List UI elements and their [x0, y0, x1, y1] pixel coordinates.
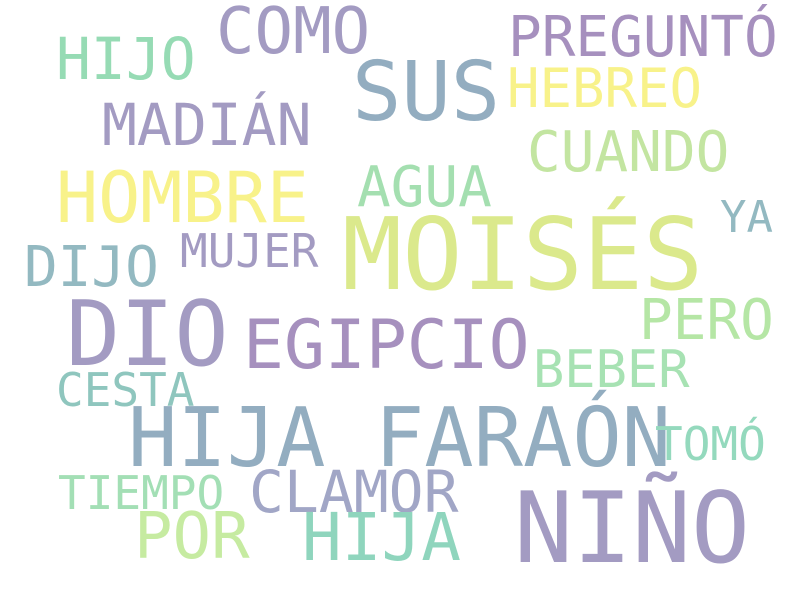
- word-como: COMO: [216, 0, 371, 69]
- word-hijo: HIJO: [56, 25, 196, 93]
- word-cesta: CESTA: [56, 363, 195, 417]
- word-dijo: DIJO: [24, 235, 159, 300]
- word-beber: BEBER: [533, 340, 690, 400]
- word-mujer: MUJER: [180, 224, 319, 278]
- word-egipcio: EGIPCIO: [243, 306, 530, 385]
- word-nino: NIÑO: [514, 472, 751, 586]
- word-por: POR: [134, 500, 250, 574]
- word-moises: MOISÉS: [342, 196, 704, 313]
- word-hija: HIJA: [302, 499, 461, 576]
- word-agua: AGUA: [357, 155, 492, 220]
- word-dio: DIO: [66, 282, 229, 387]
- word-hija-faraon: HIJA FARAÓN: [128, 391, 672, 486]
- word-clamor: CLAMOR: [249, 458, 459, 526]
- word-hebreo: HEBREO: [507, 57, 703, 120]
- word-ya: YA: [720, 192, 773, 243]
- word-pregunto: PREGUNTÓ: [508, 5, 778, 70]
- word-madian: MADIÁN: [102, 91, 312, 159]
- word-tomo: TOMÓ: [655, 417, 766, 471]
- word-cuando: CUANDO: [527, 120, 730, 185]
- word-sus: SUS: [352, 45, 501, 140]
- word-hombre: HOMBRE: [56, 157, 309, 239]
- word-pero: PERO: [639, 288, 774, 353]
- word-tiempo: TIEMPO: [58, 466, 225, 520]
